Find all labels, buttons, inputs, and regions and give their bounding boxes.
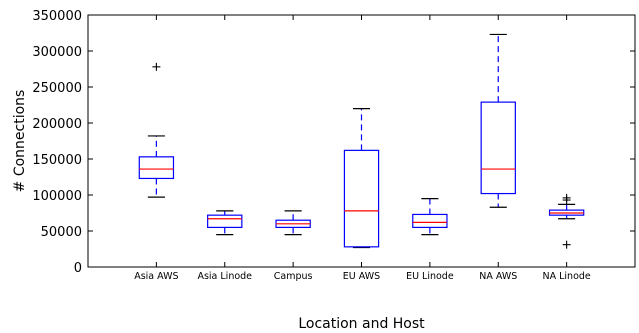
x-axis: Asia AWS Asia Linode Campus EU AWS EU Linode… [134, 15, 591, 282]
iqr-box [343, 149, 380, 248]
y-tick-label: 150000 [32, 153, 82, 168]
x-tick-label: NA Linode [542, 271, 590, 282]
y-tick-label: 350000 [32, 9, 82, 24]
box-group [480, 33, 516, 208]
box-group [412, 198, 448, 236]
box-group [207, 210, 243, 236]
y-tick-label: 50000 [41, 225, 82, 240]
plot-area [138, 33, 585, 249]
x-tick-label: EU AWS [343, 271, 380, 282]
iqr-box [480, 101, 516, 195]
x-tick-label: Campus [274, 271, 313, 282]
x-tick-label: NA AWS [479, 271, 517, 282]
box-group [275, 210, 311, 236]
iqr-box [412, 213, 448, 229]
y-tick-label: 250000 [32, 81, 82, 96]
iqr-box [138, 156, 175, 180]
x-tick-label: Asia Linode [197, 271, 252, 282]
x-axis-label: Location and Host [298, 316, 425, 332]
box-group [343, 107, 380, 249]
iqr-box [207, 214, 243, 229]
outlier-point [562, 196, 571, 205]
box-group [138, 62, 175, 198]
plot-frame [87, 14, 636, 268]
y-tick-label: 300000 [32, 45, 82, 60]
y-axis-label: # Connections [12, 90, 28, 193]
box-group [548, 193, 585, 249]
y-tick-label: 0 [74, 261, 82, 276]
x-tick-label: EU Linode [406, 271, 454, 282]
outlier-point [152, 62, 161, 71]
outlier-point [562, 240, 571, 249]
x-tick-label: Asia AWS [134, 271, 178, 282]
y-axis: 0 50000 100000 150000 200000 250000 300000 3500… [32, 9, 635, 276]
y-tick-label: 100000 [32, 189, 82, 204]
y-tick-label: 200000 [32, 117, 82, 132]
